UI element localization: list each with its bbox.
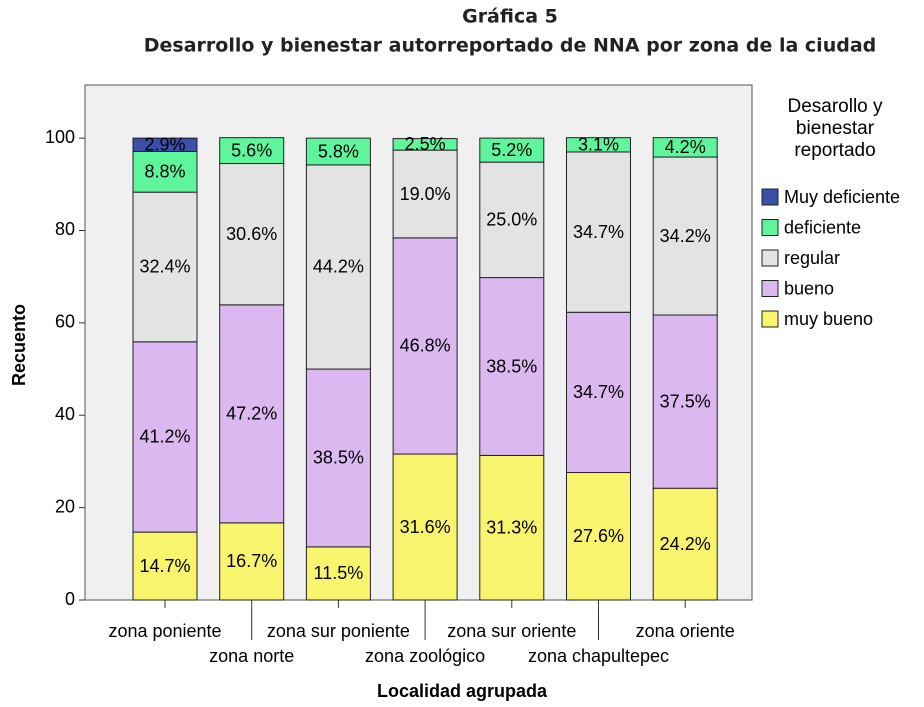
bar-segment — [566, 311, 631, 474]
data-label: 38.5% — [313, 448, 364, 468]
bar-segment — [132, 531, 198, 601]
legend-swatch — [761, 310, 779, 328]
bar-segment — [392, 138, 458, 151]
data-label: 38.5% — [486, 356, 537, 376]
x-tick-label: zona oriente — [636, 621, 735, 641]
data-label: 2.5% — [405, 134, 446, 154]
y-axis-label: Recuento — [9, 304, 29, 386]
bar-segment — [305, 164, 371, 370]
data-label: 34.7% — [573, 382, 624, 402]
data-label: 5.8% — [318, 141, 359, 161]
bar-segment — [392, 453, 458, 601]
data-label: 31.6% — [400, 517, 451, 537]
legend-label: muy bueno — [784, 309, 873, 329]
data-label: 8.8% — [144, 162, 185, 182]
bar-segment — [305, 546, 371, 601]
y-tick-label: 100 — [45, 127, 75, 147]
data-label: 47.2% — [226, 404, 277, 424]
bar-segment — [132, 191, 198, 343]
x-tick-label: zona sur poniente — [267, 621, 410, 641]
data-label: 34.7% — [573, 222, 624, 242]
chart-subtitle: Desarrollo y bienestar autorreportado de… — [144, 35, 877, 57]
legend-swatch — [761, 249, 779, 267]
bar-segment — [652, 137, 718, 158]
bar-segment — [392, 237, 458, 455]
x-tick-label: zona poniente — [108, 621, 221, 641]
data-label: 44.2% — [313, 257, 364, 277]
y-tick-label: 60 — [55, 312, 75, 332]
data-label: 2.9% — [144, 135, 185, 155]
data-label: 37.5% — [660, 391, 711, 411]
legend-label: regular — [784, 248, 840, 268]
legend-swatch — [761, 188, 779, 206]
data-label: 16.7% — [226, 551, 277, 571]
bar-segment — [479, 277, 545, 456]
x-tick-label: zona zoológico — [365, 646, 485, 666]
y-tick-label: 20 — [55, 496, 75, 516]
bar-segment — [219, 304, 285, 524]
legend-swatch — [761, 219, 779, 236]
legend-title: Desarollo y bienestar reportado — [787, 96, 883, 161]
bar-segment — [219, 522, 285, 601]
bar-segment — [132, 151, 198, 193]
x-tick-label: zona norte — [209, 646, 294, 666]
data-label: 34.2% — [660, 226, 711, 246]
chart-title: Gráfica 5 — [462, 6, 558, 28]
bar-segment — [652, 487, 718, 601]
data-label: 5.2% — [491, 140, 532, 160]
x-tick-label: zona chapultepec — [528, 646, 669, 666]
bar-segment — [566, 472, 631, 601]
data-label: 32.4% — [139, 257, 190, 277]
bar-segment — [652, 314, 718, 489]
data-label: 27.6% — [573, 526, 624, 546]
x-tick-label: zona sur oriente — [447, 621, 576, 641]
bar-segment — [132, 137, 198, 153]
bar-segment — [566, 137, 631, 153]
data-label: 5.6% — [231, 140, 272, 160]
legend-label: deficiente — [784, 217, 861, 237]
data-label: 25.0% — [486, 210, 537, 230]
data-label: 4.2% — [665, 137, 706, 157]
bar-segment — [305, 137, 371, 166]
bar-segment — [305, 368, 371, 548]
data-label: 31.3% — [486, 517, 537, 537]
data-label: 19.0% — [400, 184, 451, 204]
legend-label: bueno — [784, 278, 834, 298]
bar-segment — [479, 137, 545, 163]
legend-label: Muy deficiente — [784, 187, 900, 207]
legend-swatch — [761, 280, 779, 297]
bar-segment — [479, 161, 545, 279]
y-tick-label: 0 — [65, 589, 75, 609]
data-label: 46.8% — [400, 336, 451, 356]
y-tick-label: 80 — [55, 219, 75, 239]
bar-segment — [132, 341, 198, 533]
x-axis-label: Localidad agrupada — [377, 681, 548, 701]
data-label: 41.2% — [139, 427, 190, 447]
bar-segment — [219, 137, 285, 165]
y-tick-label: 40 — [55, 404, 75, 424]
bar-segment — [219, 163, 285, 306]
data-label: 11.5% — [314, 563, 364, 583]
data-label: 14.7% — [139, 556, 190, 576]
bar-segment — [566, 151, 631, 313]
bar-segment — [392, 149, 458, 239]
data-label: 24.2% — [660, 534, 711, 554]
data-label: 30.6% — [226, 224, 277, 244]
data-label: 3.1% — [578, 135, 619, 155]
